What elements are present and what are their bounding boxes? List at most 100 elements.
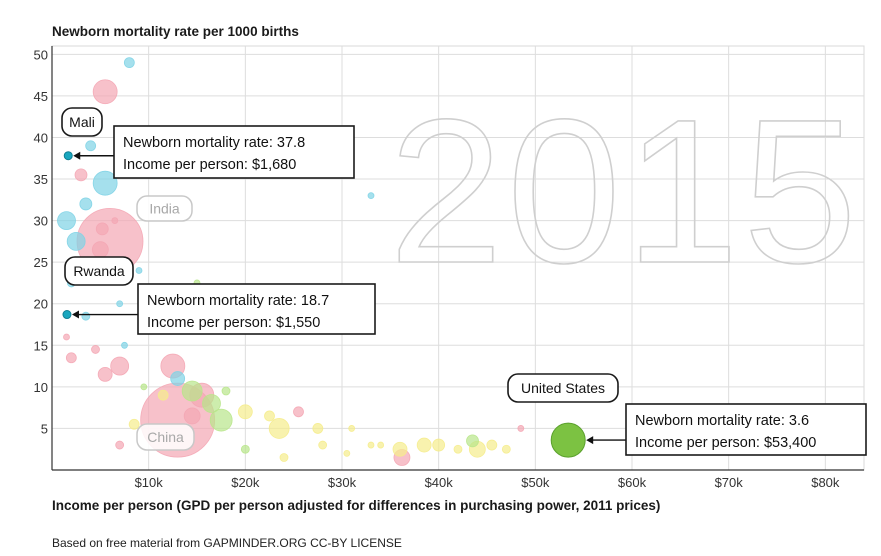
name-tag-text: United States [521, 380, 605, 396]
x-tick-label: $60k [618, 475, 647, 490]
data-point-americas [140, 383, 148, 391]
y-tick-label: 10 [34, 380, 48, 395]
data-point-europe [377, 441, 385, 449]
highlight-rwanda: Rwanda Newborn mortality rate: 18.7 Income… [62, 256, 376, 335]
data-point-africa [66, 231, 86, 251]
x-tick-label: $70k [715, 475, 744, 490]
x-tick-label: $30k [328, 475, 357, 490]
data-point-europe [128, 418, 140, 430]
data-point-europe [279, 453, 289, 462]
x-tick-label: $80k [811, 475, 840, 490]
data-point-americas [181, 380, 203, 402]
callout-box [113, 125, 355, 179]
x-tick-label: $40k [425, 475, 454, 490]
credit-text: Based on free material from GAPMINDER.OR… [52, 536, 402, 550]
data-point-asia [183, 407, 201, 425]
data-point-europe [416, 437, 432, 453]
data-point-europe [432, 438, 446, 452]
country-label-china: China [136, 423, 195, 451]
y-tick-label: 25 [34, 255, 48, 270]
data-point-africa [92, 170, 118, 196]
data-point-americas [209, 408, 233, 432]
data-point-europe [318, 440, 328, 450]
data-point-asia [111, 217, 119, 224]
data-point-asia [92, 79, 118, 105]
data-point-asia [115, 440, 125, 450]
callout-line-2: Income per person: $53,400 [635, 435, 816, 451]
country-label-text: China [147, 429, 184, 445]
data-point-asia [63, 333, 70, 341]
x-tick-label: $10k [135, 475, 164, 490]
callout-box [137, 283, 376, 335]
country-label-text: India [149, 201, 180, 217]
y-tick-label: 50 [34, 47, 48, 62]
data-point-europe [157, 389, 169, 401]
callout-line-1: Newborn mortality rate: 18.7 [147, 293, 329, 309]
data-point-europe [268, 418, 290, 439]
data-point-europe [453, 444, 463, 454]
callout-line-1: Newborn mortality rate: 37.8 [123, 135, 305, 151]
data-point-asia [293, 406, 304, 418]
x-tick-label: $50k [521, 475, 550, 490]
callout-line-2: Income per person: $1,550 [147, 315, 320, 331]
y-tick-label: 15 [34, 338, 48, 353]
chart-title: Newborn mortality rate per 1000 births [52, 24, 299, 39]
y-tick-label: 20 [34, 297, 48, 312]
callout-arrow-head [73, 151, 81, 160]
x-tick-label: $20k [231, 475, 260, 490]
callout-line-1: Newborn mortality rate: 3.6 [635, 413, 809, 429]
y-tick-label: 40 [34, 130, 48, 145]
name-tag-text: Rwanda [73, 263, 125, 279]
data-point-asia [74, 168, 88, 182]
data-point-europe [343, 449, 351, 457]
y-tick-label: 35 [34, 172, 48, 187]
year-watermark: 2015 [389, 77, 861, 306]
data-point-americas [240, 444, 250, 454]
name-tag-text: Mali [69, 114, 95, 130]
data-point-europe [264, 410, 275, 422]
data-point-africa [121, 341, 128, 349]
data-point-europe [237, 404, 253, 420]
data-point-africa [170, 371, 186, 386]
data-point-asia [91, 241, 109, 259]
highlight-united-states: United States Newborn mortality rate: 3.6… [507, 373, 867, 458]
data-point-asia [517, 425, 525, 432]
name-tag-box [61, 107, 103, 137]
highlight-point [550, 422, 586, 458]
x-axis-label: Income per person (GPD per person adjust… [52, 498, 661, 513]
callout-box [625, 403, 867, 456]
data-point-africa [81, 311, 91, 321]
data-point-americas [466, 434, 479, 448]
highlight-mali: Mali Newborn mortality rate: 37.8 Income p… [61, 107, 355, 179]
data-point-europe [348, 425, 356, 432]
data-point-africa [116, 300, 124, 308]
data-point-asia [95, 222, 109, 236]
y-tick-label: 45 [34, 89, 48, 104]
data-point-americas [221, 386, 231, 396]
data-point-africa [135, 267, 143, 274]
data-point-africa [79, 197, 93, 211]
data-point-europe [501, 444, 511, 454]
data-point-europe [312, 423, 324, 434]
y-tick-label: 5 [41, 421, 48, 436]
data-point-europe [392, 441, 408, 457]
data-point-europe [486, 439, 498, 451]
country-label-box [136, 195, 193, 222]
data-point-europe [367, 441, 375, 449]
data-point-africa [367, 192, 375, 200]
callout-arrow-head [586, 436, 594, 445]
country-label-box [136, 423, 195, 451]
name-tag-box [507, 373, 619, 403]
highlight-point [62, 310, 72, 320]
country-label-india: India [136, 195, 193, 222]
data-point-africa [85, 140, 97, 152]
data-point-asia [110, 356, 130, 376]
callout-line-2: Income per person: $1,680 [123, 157, 296, 173]
data-point-africa [57, 211, 76, 230]
callout-arrow-head [71, 310, 79, 319]
highlight-point [63, 151, 73, 161]
data-point-africa [123, 57, 135, 69]
y-tick-label: 30 [34, 214, 48, 229]
data-point-asia [65, 352, 77, 364]
